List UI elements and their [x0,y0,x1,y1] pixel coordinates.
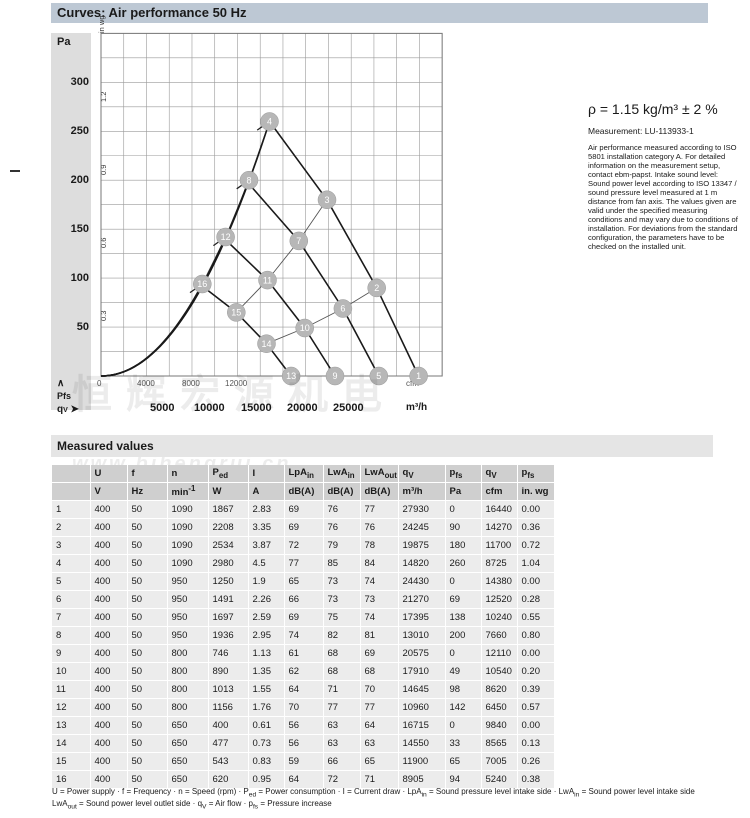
svg-text:12: 12 [221,232,231,242]
svg-text:14: 14 [261,339,271,349]
svg-text:2: 2 [374,283,379,293]
svg-text:6: 6 [340,304,345,314]
svg-text:8: 8 [246,175,251,185]
svg-text:3: 3 [324,195,329,205]
svg-text:7: 7 [296,236,301,246]
svg-text:4: 4 [267,117,272,127]
svg-text:16: 16 [197,279,207,289]
svg-text:11: 11 [263,275,272,285]
svg-text:15: 15 [231,308,241,318]
svg-text:10: 10 [300,323,310,333]
